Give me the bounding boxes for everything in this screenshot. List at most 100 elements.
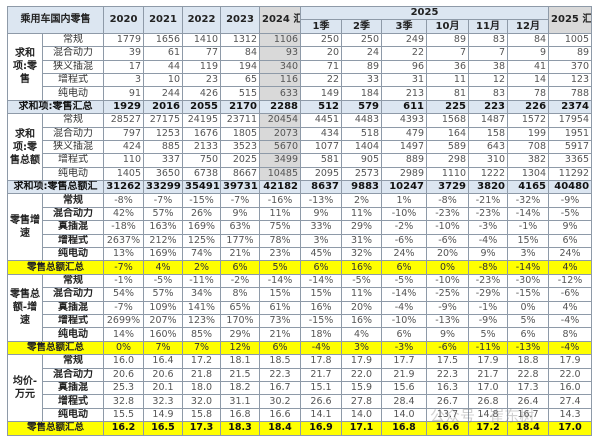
row-label: 常规	[42, 113, 104, 128]
data-cell: 71	[300, 59, 342, 74]
summary-cell: 4%	[548, 260, 593, 275]
data-cell: 57%	[143, 206, 183, 222]
data-cell: 6%	[381, 327, 427, 342]
data-cell: 38	[468, 59, 508, 74]
summary-row: 零售总额汇总 16.2 16.5 17.3 18.3 18.4 16.9 17.1 16.8 16…	[7, 421, 593, 436]
data-cell: 479	[381, 126, 427, 141]
data-cell: 24195	[182, 113, 221, 128]
data-cell: 4393	[381, 113, 427, 128]
table-row: 真插混 25.3 20.1 18.0 18.2 16.7 15.1 15.9 15.6 16.3 1…	[8, 380, 593, 396]
data-cell: 2573	[341, 166, 382, 182]
data-cell: 2133	[182, 139, 221, 155]
data-cell: -14%	[300, 273, 342, 289]
data-cell: 14.9	[143, 407, 183, 423]
row-label: 混合动力	[42, 367, 104, 382]
data-cell: 21.7	[300, 367, 342, 382]
row-label: 增程式	[42, 233, 104, 249]
summary-cell: 5%	[259, 260, 301, 275]
data-cell: 17	[103, 59, 144, 74]
data-cell: 797	[103, 126, 144, 141]
data-cell: 13.7	[426, 407, 469, 423]
data-cell: -12%	[548, 273, 593, 289]
data-cell: 89	[341, 59, 382, 74]
data-cell: 2989	[381, 166, 427, 182]
data-cell: 22.8	[506, 367, 550, 382]
data-cell: 149	[300, 86, 342, 101]
data-cell: 889	[381, 153, 427, 168]
data-cell: 1077	[300, 139, 342, 155]
summary-cell: 16%	[341, 260, 382, 275]
data-cell: 11%	[341, 206, 382, 222]
data-cell: 26.8	[468, 394, 508, 409]
data-cell: 3%	[300, 233, 342, 249]
data-cell: -32%	[506, 193, 550, 208]
data-cell: 1779	[103, 32, 144, 48]
data-cell: 3%	[506, 247, 550, 262]
summary-cell: 42182	[259, 180, 301, 195]
data-cell: -7%	[103, 300, 144, 315]
data-cell: 4451	[300, 113, 342, 128]
data-cell: 20	[300, 46, 342, 61]
data-cell: 21.7	[468, 367, 508, 382]
data-cell: 39	[103, 46, 144, 61]
summary-cell: 7%	[182, 340, 221, 356]
data-cell: 169%	[182, 220, 221, 235]
data-cell: 17.9	[548, 354, 593, 369]
data-cell: -13%	[300, 193, 342, 208]
data-cell: 885	[143, 139, 183, 155]
table-row: 纯电动 14% 160% 85% 29% 21% 18% 4% 6% 9% 5% 6% 8%	[8, 327, 593, 342]
data-cell: 33	[341, 72, 382, 88]
data-cell: 63%	[220, 220, 260, 235]
data-cell: 905	[341, 153, 382, 168]
data-cell: 91	[103, 86, 144, 101]
data-cell: 15.6	[381, 380, 427, 396]
data-cell: 6%	[506, 327, 550, 342]
data-cell: 110	[103, 153, 144, 168]
summary-cell: 2055	[182, 99, 221, 115]
data-cell: 15.5	[103, 407, 144, 423]
summary-cell: 3820	[468, 180, 508, 195]
section-label: 均价-万元	[7, 354, 43, 423]
data-cell: 1404	[341, 139, 382, 155]
row-label: 常规	[42, 193, 104, 208]
data-cell: -5%	[143, 273, 183, 289]
data-cell: -3%	[468, 220, 508, 235]
data-cell: 34%	[182, 287, 221, 302]
summary-cell: 16.9	[300, 421, 342, 436]
data-cell: 337	[143, 153, 183, 168]
summary-cell: 2288	[259, 99, 301, 115]
row-label: 常规	[42, 32, 104, 48]
summary-label: 零售总额汇总	[7, 260, 104, 275]
period-header: 11月	[468, 19, 508, 34]
data-cell: 1410	[182, 32, 221, 48]
data-cell: 29%	[341, 220, 382, 235]
data-cell: 2095	[300, 166, 342, 182]
data-cell: 310	[468, 153, 508, 168]
data-cell: -5%	[381, 273, 427, 289]
summary-cell: -8%	[468, 260, 508, 275]
summary-cell: -7%	[103, 260, 144, 275]
section-label: 求和项:零售	[7, 32, 43, 101]
data-cell: 16.6	[259, 407, 301, 423]
data-cell: 77	[182, 46, 221, 61]
table-row: 零售增速 常规 -8% -7% -15% -7% -16% -13% 2% 1% -8% -21% -3…	[7, 193, 593, 262]
data-cell: 1805	[220, 126, 260, 141]
data-cell: 75%	[259, 220, 301, 235]
data-cell: 31	[381, 72, 427, 88]
year-header: 2021	[143, 6, 183, 34]
data-cell: -23%	[426, 206, 469, 222]
table-row: 混合动力 797 1253 1676 1805 2073 434 518 479 164 158 19…	[8, 126, 593, 141]
data-cell: 160%	[143, 327, 183, 342]
data-cell: -7%	[220, 193, 260, 208]
summary-cell: 16.2	[103, 421, 144, 436]
data-cell: 5670	[259, 139, 301, 155]
table-row: 增程式 2699% 207% 123% 170% 73% -15% 16% -10% -13% -9…	[8, 313, 593, 329]
data-cell: 2025	[220, 153, 260, 168]
data-cell: 25.3	[103, 380, 144, 396]
period-header: 3季	[381, 19, 427, 34]
data-cell: 9%	[548, 220, 593, 235]
data-cell: 28.4	[381, 394, 427, 409]
data-cell: 3	[103, 72, 144, 88]
data-cell: 515	[220, 86, 260, 101]
